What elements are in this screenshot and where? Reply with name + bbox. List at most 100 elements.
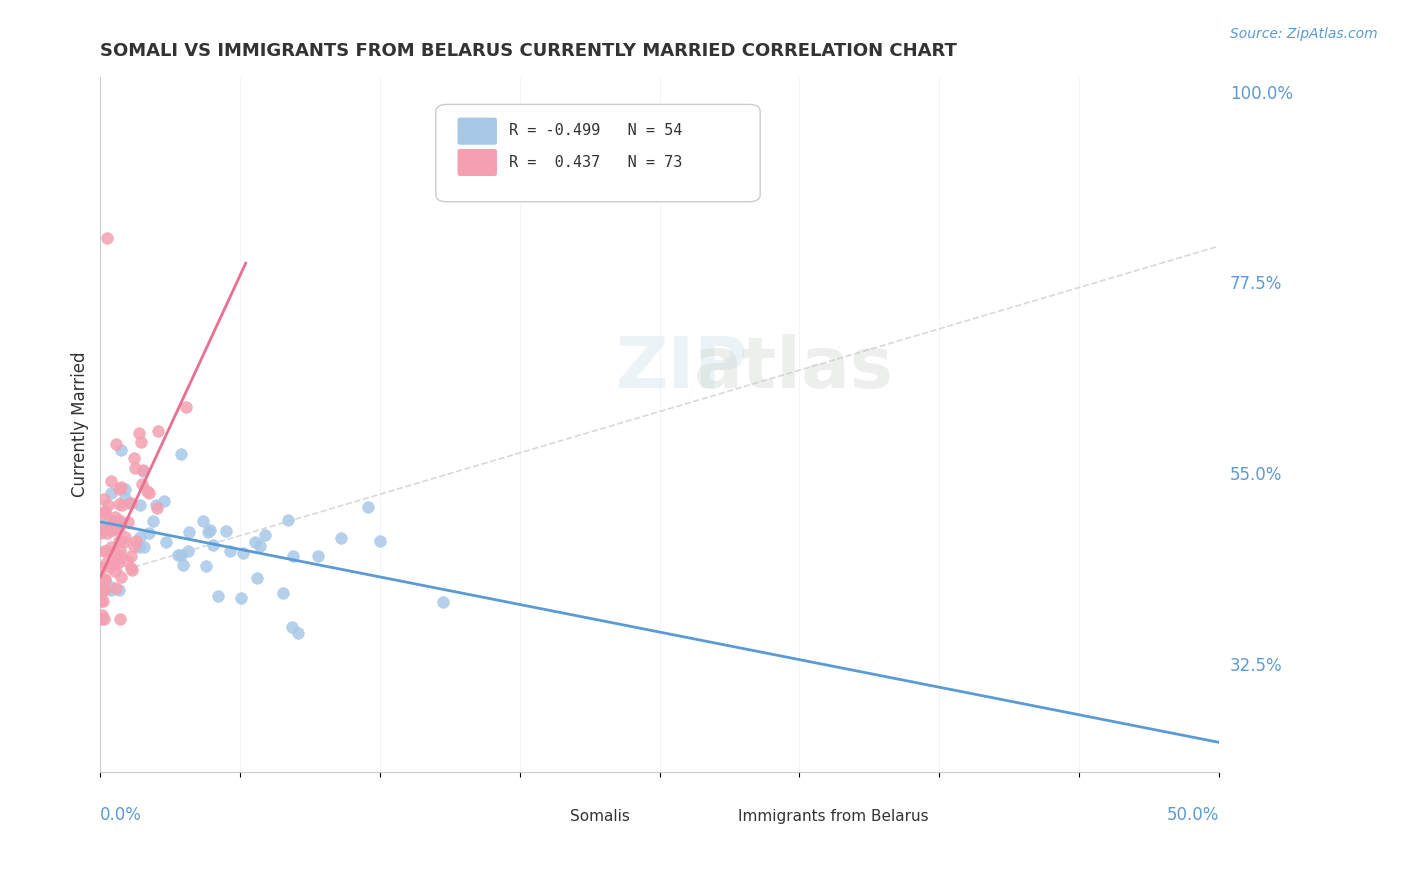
- Point: [117, 516, 139, 530]
- Point: [121, 563, 143, 577]
- Point: [125, 533, 148, 548]
- Text: Source: ZipAtlas.com: Source: ZipAtlas.com: [1230, 27, 1378, 41]
- Point: [166, 549, 188, 563]
- Point: [90, 612, 112, 626]
- Point: [271, 586, 294, 600]
- Point: [101, 516, 124, 530]
- Point: [91, 523, 114, 537]
- Point: [124, 450, 146, 465]
- Point: [134, 540, 156, 554]
- Point: [93, 544, 115, 558]
- Point: [100, 580, 122, 594]
- Point: [107, 583, 129, 598]
- Point: [101, 514, 124, 528]
- Point: [191, 514, 214, 528]
- Point: [93, 612, 115, 626]
- Point: [108, 497, 131, 511]
- Point: [115, 554, 138, 568]
- Text: 77.5%: 77.5%: [1230, 276, 1282, 293]
- Point: [368, 534, 391, 549]
- Point: [103, 519, 125, 533]
- Point: [100, 540, 122, 554]
- Point: [96, 231, 118, 245]
- Point: [90, 525, 112, 540]
- Point: [93, 506, 115, 520]
- Point: [169, 548, 191, 562]
- Point: [90, 594, 112, 608]
- Point: [280, 620, 302, 634]
- Point: [94, 556, 117, 570]
- Point: [90, 587, 112, 601]
- Point: [91, 523, 114, 537]
- Point: [91, 520, 114, 534]
- Point: [105, 581, 128, 595]
- Point: [91, 508, 114, 522]
- Point: [195, 559, 218, 574]
- Text: SOMALI VS IMMIGRANTS FROM BELARUS CURRENTLY MARRIED CORRELATION CHART: SOMALI VS IMMIGRANTS FROM BELARUS CURREN…: [100, 42, 957, 60]
- FancyBboxPatch shape: [458, 119, 496, 144]
- Point: [129, 530, 152, 544]
- Point: [94, 504, 117, 518]
- Point: [107, 521, 129, 535]
- Point: [110, 612, 132, 626]
- Point: [118, 496, 141, 510]
- Text: atlas: atlas: [693, 334, 894, 403]
- Point: [148, 424, 170, 438]
- Point: [330, 531, 353, 545]
- Point: [100, 485, 122, 500]
- Point: [120, 561, 142, 575]
- Point: [243, 535, 266, 549]
- Point: [103, 557, 125, 571]
- Point: [132, 464, 155, 478]
- Point: [105, 437, 128, 451]
- Point: [94, 574, 117, 588]
- Point: [129, 434, 152, 449]
- Text: R = -0.499   N = 54: R = -0.499 N = 54: [509, 123, 682, 138]
- Text: ZIP: ZIP: [616, 334, 748, 403]
- Point: [91, 578, 114, 592]
- Point: [201, 538, 224, 552]
- Text: 50.0%: 50.0%: [1167, 805, 1219, 824]
- Point: [142, 514, 165, 528]
- Point: [110, 480, 132, 494]
- Point: [90, 572, 112, 586]
- Text: Somalis: Somalis: [569, 809, 630, 823]
- Point: [104, 510, 127, 524]
- Point: [112, 535, 135, 549]
- Point: [114, 491, 136, 505]
- Text: 100.0%: 100.0%: [1230, 85, 1294, 103]
- Point: [232, 546, 254, 560]
- Point: [215, 524, 238, 538]
- Point: [281, 549, 304, 563]
- Point: [128, 425, 150, 440]
- Point: [110, 442, 132, 457]
- Point: [103, 564, 125, 578]
- Point: [145, 498, 167, 512]
- Point: [170, 447, 193, 461]
- Point: [108, 533, 131, 548]
- Point: [91, 593, 114, 607]
- Point: [200, 523, 222, 537]
- Point: [229, 591, 252, 605]
- Point: [138, 486, 160, 500]
- Point: [103, 523, 125, 537]
- Point: [120, 549, 142, 563]
- Point: [93, 581, 115, 595]
- Point: [107, 482, 129, 496]
- Point: [98, 559, 121, 574]
- Point: [90, 608, 112, 623]
- Point: [103, 546, 125, 560]
- Point: [100, 583, 122, 598]
- Point: [131, 476, 153, 491]
- Point: [94, 572, 117, 586]
- Point: [94, 544, 117, 558]
- Point: [277, 513, 299, 527]
- Point: [124, 460, 146, 475]
- Point: [100, 523, 122, 537]
- FancyBboxPatch shape: [702, 809, 734, 832]
- Point: [254, 528, 277, 542]
- Text: 55.0%: 55.0%: [1230, 467, 1282, 484]
- Point: [90, 561, 112, 575]
- Point: [110, 516, 132, 530]
- Point: [108, 513, 131, 527]
